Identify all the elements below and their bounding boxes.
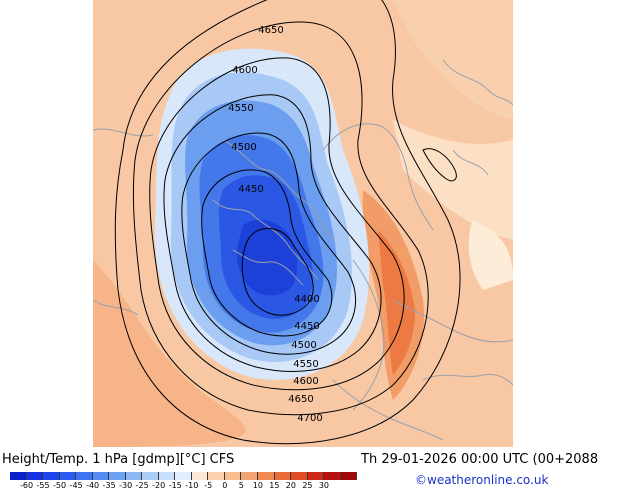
- colorbar-tick-label: -30: [119, 481, 133, 490]
- colorbar-tick-label: 5: [238, 481, 244, 490]
- warm-patch-ne: [393, 0, 513, 120]
- contour-label: 4650: [288, 394, 313, 405]
- contour-label: 4500: [291, 340, 316, 351]
- colorbar-swatch: [10, 472, 27, 480]
- warm-ridge-inner: [378, 230, 415, 375]
- colorbar-swatch: [142, 472, 159, 480]
- colorbar-swatch: [274, 472, 292, 480]
- colorbar-swatch: [158, 472, 176, 480]
- colorbar-tick-label: -35: [102, 481, 116, 490]
- colorbar-tick-labels: -60 -55 -50 -45 -40 -35 -30 -25 -20 -15 -10 -5 0 5 10 1…: [10, 481, 357, 491]
- contour-small-east: [422, 148, 457, 182]
- colorbar-tick-label: 10: [252, 481, 263, 490]
- colorbar-swatch: [291, 472, 308, 480]
- colorbar-tick-label: -55: [36, 481, 50, 490]
- valid-time: Th 29-01-2026 00:00 UTC (00+2088: [361, 452, 599, 467]
- colorbar-swatch: [241, 472, 258, 480]
- colorbar-tick-label: -20: [152, 481, 166, 490]
- map-panel: 4650 4600 4550 4500 4450 4400 4450 4500 …: [93, 0, 513, 447]
- contour-label: 4450: [238, 184, 263, 195]
- coast-6: [392, 299, 513, 343]
- colorbar-tick-label: -10: [185, 481, 199, 490]
- contour-4400: [241, 228, 314, 316]
- colorbar-swatch: [59, 472, 77, 480]
- contour-4700: [114, 0, 461, 445]
- contour-4450: [201, 169, 333, 337]
- colorbar-tick-label: 0: [222, 481, 228, 490]
- coast-11: [452, 149, 489, 176]
- contour-label: 4650: [258, 25, 283, 36]
- contour-label: 4600: [293, 376, 318, 387]
- contour-label: 4500: [231, 142, 256, 153]
- colorbar-swatch: [26, 472, 44, 480]
- colorbar-swatch: [43, 472, 60, 480]
- contour-label: 4550: [293, 359, 318, 370]
- contour-4500: [181, 132, 356, 355]
- colorbar-swatch: [307, 472, 325, 480]
- colorbar-swatch: [191, 472, 209, 480]
- coast-4: [322, 123, 434, 231]
- colorbar-swatch: [76, 472, 93, 480]
- contour-label: 4700: [297, 413, 322, 424]
- contour-label: 4400: [294, 294, 319, 305]
- colorbar-tick-label: 20: [285, 481, 296, 490]
- colorbar-swatch: [324, 472, 341, 480]
- coast-8: [93, 128, 154, 137]
- colorbar-swatch: [224, 472, 242, 480]
- colorbar-tick-label: -50: [53, 481, 67, 490]
- colorbar-swatch: [109, 472, 126, 480]
- coastlines: [93, 59, 513, 441]
- coast-3: [232, 249, 304, 286]
- colorbar-tick-label: 30: [318, 481, 330, 490]
- contour-label-group: 4650 4600 4550 4500 4450 4400 4450 4500 …: [228, 25, 322, 424]
- colorbar-swatch: [125, 472, 143, 480]
- colorbar-tick-label: -5: [204, 481, 213, 490]
- colorbar-tick-label: 25: [302, 481, 313, 490]
- contour-4550: [163, 94, 382, 372]
- contour-4600: [149, 57, 405, 391]
- coast-1: [222, 139, 334, 241]
- copyright-link[interactable]: ©weatheronline.co.uk: [415, 473, 549, 487]
- contour-label: 4450: [294, 321, 319, 332]
- temperature-colorbar: [10, 472, 358, 480]
- coast-12: [332, 379, 444, 441]
- pale-patch-e2: [468, 220, 513, 290]
- colorbar-swatch: [92, 472, 110, 480]
- colorbar-swatch: [175, 472, 192, 480]
- cold-core-center: [236, 219, 298, 296]
- coast-5: [352, 259, 385, 411]
- contour-4650: [132, 21, 429, 416]
- colorbar-tick-label: -60: [19, 481, 34, 490]
- colorbar-tick-label: -40: [86, 481, 100, 490]
- colorbar-tick-label: -45: [69, 481, 83, 490]
- colorbar-swatch: [340, 472, 358, 480]
- coast-10: [442, 59, 513, 106]
- coast-7: [422, 373, 513, 386]
- colorbar-swatch: [257, 472, 275, 480]
- height-contours: [114, 0, 461, 445]
- colorbar-tick-label: 15: [269, 481, 280, 490]
- temperature-map: 4650 4600 4550 4500 4450 4400 4450 4500 …: [93, 0, 513, 447]
- colorbar-tick-label: -15: [168, 481, 182, 490]
- colorbar-tick-label: -25: [135, 481, 149, 490]
- contour-label: 4550: [228, 103, 253, 114]
- contour-label: 4600: [232, 65, 257, 76]
- warm-patch-sw: [93, 260, 246, 447]
- colorbar-swatch: [208, 472, 225, 480]
- coast-9: [93, 299, 139, 316]
- product-title: Height/Temp. 1 hPa [gdmp][°C] CFS: [2, 452, 235, 467]
